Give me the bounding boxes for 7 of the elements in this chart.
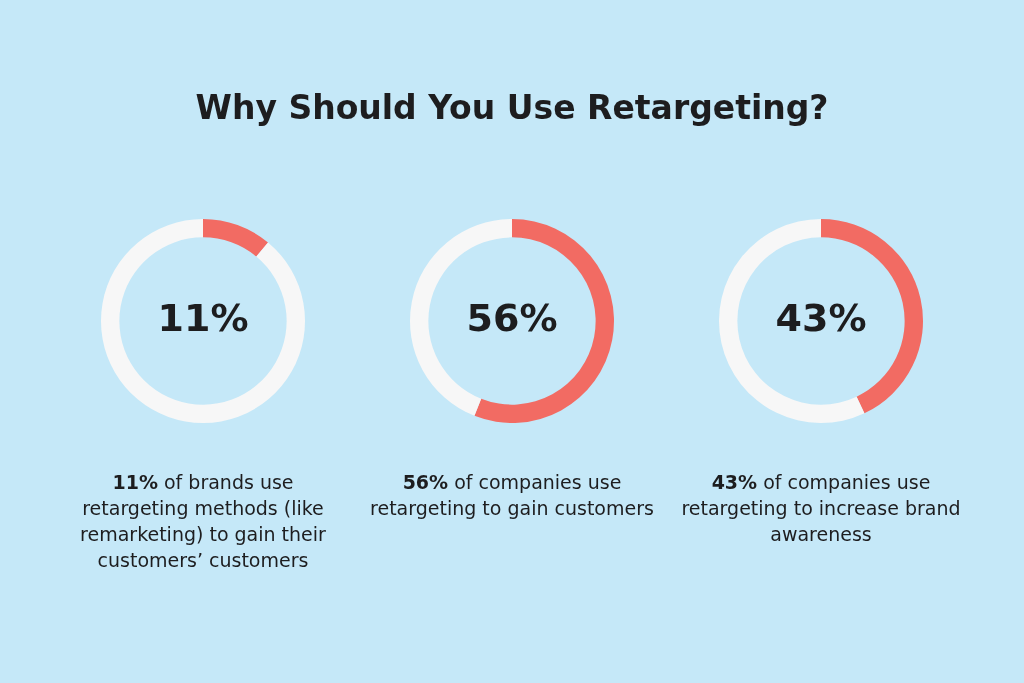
text: 43% of companies use retargeting to increase brand awareness <box>680 470 962 547</box>
data-label: 43% <box>775 295 867 340</box>
data-label: 11% <box>157 295 249 340</box>
data-label: 56% <box>466 295 558 340</box>
text: Why Should You Use Retargeting? <box>194 88 830 127</box>
text: 11% of brands use retargeting methods (like remarketing) to gain their customers’ customers <box>79 470 327 573</box>
text: 56% of companies use retargeting to gain customers <box>369 470 655 521</box>
